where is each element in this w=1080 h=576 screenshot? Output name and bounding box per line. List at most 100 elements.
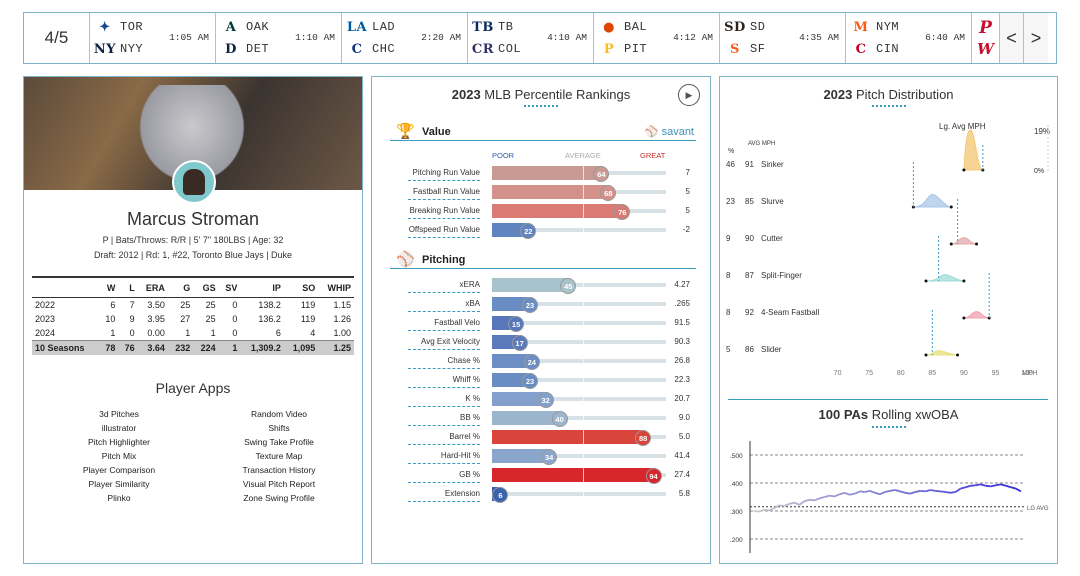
percentile-row[interactable]: Whiff % 23 22.3 xyxy=(382,372,704,389)
pitch-density-curve[interactable] xyxy=(951,237,977,245)
pitcher-icon: ⚾ xyxy=(396,251,415,268)
percentile-value: 64 xyxy=(593,166,610,182)
percentile-row[interactable]: Offspeed Run Value 22 -2 xyxy=(382,222,704,239)
app-link[interactable]: Plinko xyxy=(107,493,131,503)
pitch-density-curve[interactable] xyxy=(963,129,984,171)
pitch-name: Sinker xyxy=(761,160,784,169)
x-axis-label: MPH xyxy=(1022,370,1038,377)
savant-link[interactable]: ⚾ savant xyxy=(644,126,694,138)
stat-cell: 3.95 xyxy=(147,314,165,324)
app-link[interactable]: Swing Take Profile xyxy=(244,437,314,447)
app-link[interactable]: Texture Map xyxy=(255,451,303,461)
game-card[interactable]: TB TB CR COL 4:10 AM xyxy=(468,13,594,63)
team-row: M NYM xyxy=(852,19,899,35)
app-link[interactable]: illustrator xyxy=(101,423,137,433)
scale-great: GREAT xyxy=(640,151,666,160)
percentile-row[interactable]: Avg Exit Velocity 17 90.3 xyxy=(382,334,704,351)
range-min-point xyxy=(924,279,928,283)
app-link[interactable]: Pitch Highlighter xyxy=(88,437,150,447)
lg-avg-label: Lg. Avg MPH xyxy=(939,122,986,131)
metric-label: xBA xyxy=(465,299,480,308)
app-link[interactable]: Random Video xyxy=(250,409,308,419)
app-link[interactable]: Player Similarity xyxy=(88,479,150,489)
game-card[interactable]: SD SD S SF 4:35 AM xyxy=(720,13,846,63)
percentile-row[interactable]: Hard-Hit % 34 41.4 xyxy=(382,448,704,465)
xwoba-line-segment xyxy=(798,500,805,506)
game-card[interactable]: ✦ TOR NY NYY 1:05 AM xyxy=(90,13,216,63)
xwoba-line-segment xyxy=(985,484,991,488)
pitch-density-curve[interactable] xyxy=(913,193,952,208)
pitch-name: Cutter xyxy=(761,234,783,243)
pitch-mph: 87 xyxy=(745,271,754,280)
percentile-bar xyxy=(492,449,552,463)
pitch-density-curve[interactable] xyxy=(925,274,964,282)
stat-cell: 25 xyxy=(205,314,216,324)
app-link[interactable]: 3d Pitches xyxy=(99,409,139,419)
xwoba-line-segment xyxy=(884,489,891,493)
percentile-row[interactable]: Fastball Velo 15 91.5 xyxy=(382,315,704,332)
percentile-bar xyxy=(492,185,611,199)
percentile-row[interactable]: Barrel % 88 5.0 xyxy=(382,429,704,446)
metric-value: .265 xyxy=(674,299,690,308)
percentile-bar xyxy=(492,166,604,180)
percentile-bar xyxy=(492,204,625,218)
team-abbr: PIT xyxy=(624,42,648,56)
xwoba-line-segment xyxy=(980,483,986,487)
game-time: 2:20 AM xyxy=(421,32,461,43)
game-card[interactable]: M NYM C CIN 6:40 AM xyxy=(846,13,972,63)
stat-cell: 0 xyxy=(232,300,238,310)
pct-scale-min: 0% xyxy=(1034,168,1044,175)
percentile-row[interactable]: xERA 45 4.27 xyxy=(382,277,704,294)
percentile-row[interactable]: Chase % 24 26.8 xyxy=(382,353,704,370)
pitch-pct: 23 xyxy=(726,197,735,206)
stat-cell: 6 xyxy=(110,300,116,310)
percentile-title: 2023 MLB Percentile Rankings xyxy=(451,87,631,102)
percentile-row[interactable]: xBA 23 .265 xyxy=(382,296,704,313)
app-link[interactable]: Visual Pitch Report xyxy=(242,479,316,489)
percentile-row[interactable]: Extension 6 5.8 xyxy=(382,486,704,503)
percentile-row[interactable]: BB % 40 9.0 xyxy=(382,410,704,427)
game-card[interactable]: ● BAL P PIT 4:12 AM xyxy=(594,13,720,63)
app-link[interactable]: Player Comparison xyxy=(82,465,156,475)
app-link[interactable]: Transaction History xyxy=(242,465,316,475)
pitch-pct: 5 xyxy=(726,345,731,354)
xwoba-line-segment xyxy=(809,498,815,502)
next-games-button[interactable]: > xyxy=(1024,13,1048,63)
rockies-logo-icon: CR xyxy=(471,41,495,57)
play-icon[interactable]: ▶ xyxy=(678,84,700,106)
stat-cell: 1 xyxy=(110,328,116,338)
xwoba-line-segment xyxy=(975,483,981,487)
stat-cell: 1.25 xyxy=(318,340,354,355)
extra-games[interactable]: P W xyxy=(972,13,1000,63)
percentile-row[interactable]: K % 32 20.7 xyxy=(382,391,704,408)
player-headshot xyxy=(172,160,216,204)
percentile-row[interactable]: Pitching Run Value 64 7 xyxy=(382,165,704,182)
metric-label: Barrel % xyxy=(449,432,480,441)
percentile-row[interactable]: Fastball Run Value 68 5 xyxy=(382,184,704,201)
pitch-mph: 90 xyxy=(745,234,754,243)
percentile-value: 15 xyxy=(508,316,525,332)
y-tick-label: .400 xyxy=(730,481,743,488)
game-card[interactable]: LA LAD C CHC 2:20 AM xyxy=(342,13,468,63)
pitch-density-curve[interactable] xyxy=(925,350,958,356)
metric-label: Whiff % xyxy=(452,375,480,384)
metric-label: GB % xyxy=(459,470,480,479)
team-abbr: SD xyxy=(750,20,766,34)
percentile-row[interactable]: Breaking Run Value 76 5 xyxy=(382,203,704,220)
metric-value: 5 xyxy=(685,206,690,215)
app-link[interactable]: Zone Swing Profile xyxy=(243,493,315,503)
prev-games-button[interactable]: < xyxy=(1000,13,1024,63)
stat-cell: 2023 xyxy=(35,314,56,324)
app-link[interactable]: Pitch Mix xyxy=(101,451,137,461)
metric-value: 90.3 xyxy=(674,337,690,346)
player-panel: Marcus Stroman P | Bats/Throws: R/R | 5'… xyxy=(23,76,363,564)
percentile-row[interactable]: GB % 94 27.4 xyxy=(382,467,704,484)
pitch-density-curve[interactable] xyxy=(963,311,990,319)
stat-cell: 1,095 xyxy=(283,340,319,355)
app-link[interactable]: Shifts xyxy=(268,423,290,433)
xwoba-line-segment xyxy=(874,491,881,496)
game-card[interactable]: A OAK D DET 1:10 AM xyxy=(216,13,342,63)
reds-logo-icon: C xyxy=(855,41,867,57)
dodgers-logo-icon: LA xyxy=(346,19,368,35)
giants-logo-icon: S xyxy=(730,41,740,57)
